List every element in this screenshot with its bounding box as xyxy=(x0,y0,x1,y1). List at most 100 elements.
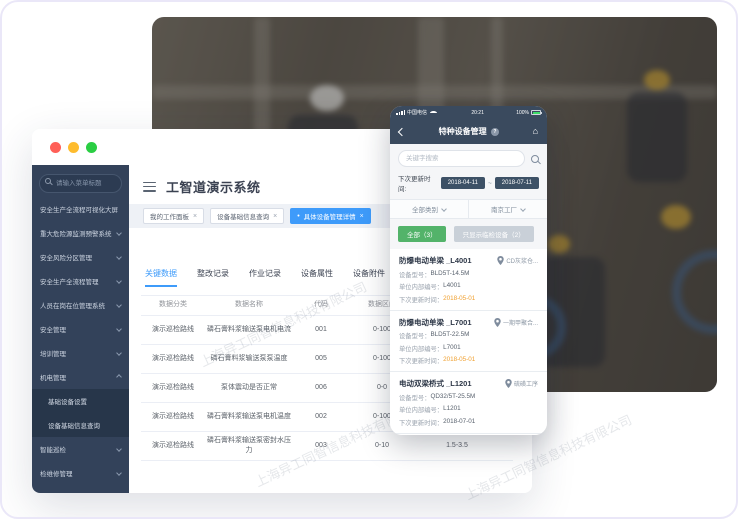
chevron-down-icon xyxy=(116,278,122,284)
cell-name: 磷石膏料浆输送泵电机温度 xyxy=(207,412,291,420)
category-select-value: 全部类别 xyxy=(412,207,438,214)
equipment-location: CD灰浆仓... xyxy=(497,256,538,265)
equipment-title: 电动双梁桥式 _L1201 xyxy=(399,379,472,388)
close-icon[interactable]: × xyxy=(359,212,364,220)
sidebar-child-label: 设备基础信息查询 xyxy=(48,423,100,430)
factory-select[interactable]: 南京工厂 xyxy=(468,200,547,218)
phone-page-title: 特种设备管理 ? xyxy=(405,126,533,137)
location-pin-icon xyxy=(497,256,505,265)
cell-category: 演示巡检路线 xyxy=(152,325,194,333)
tab-device-props[interactable]: 设备属性 xyxy=(301,269,333,278)
cell-code: 003 xyxy=(315,441,327,449)
sidebar-item-label: 安全生产全流程可视化大屏 xyxy=(40,207,118,214)
window-zoom-button[interactable] xyxy=(86,141,97,153)
photo-valve-wheel xyxy=(671,249,717,334)
photo-pipe xyxy=(152,84,717,99)
code-value: L7001 xyxy=(443,343,461,351)
location-pin-icon xyxy=(505,379,512,388)
photo-worker xyxy=(626,92,687,182)
chevron-down-icon xyxy=(116,302,122,308)
close-icon[interactable]: × xyxy=(193,212,198,220)
col-header: 数据分类 xyxy=(159,301,187,309)
phone-title-text: 特种设备管理 xyxy=(438,127,487,136)
sidebar-item-safety-mgmt[interactable]: 安全管理 xyxy=(32,317,129,341)
cell-category: 演示巡检路线 xyxy=(152,354,194,362)
sidebar-search-input[interactable] xyxy=(39,174,122,193)
sidebar-item-label: 安全生产全流程管理 xyxy=(40,279,99,286)
equipment-location: 一期甲聚合... xyxy=(494,317,538,327)
photo-helmet-yellow xyxy=(643,69,670,90)
model-value: BLD5T-14.5M xyxy=(430,269,470,277)
photo-helmet-yellow xyxy=(547,234,570,253)
chevron-down-icon xyxy=(116,446,122,452)
sidebar-item-label: 培训管理 xyxy=(40,351,66,358)
sidebar-menu: 安全生产全流程可视化大屏 重大危险源监测预警系统 安全风险分区管理 安全生产全流… xyxy=(32,197,129,485)
wifi-icon xyxy=(430,110,438,115)
tab-work-records[interactable]: 作业记录 xyxy=(249,269,281,278)
sidebar-item-label: 人员在岗在位管理系统 xyxy=(40,303,105,310)
date-from-button[interactable]: 2018-04-11 xyxy=(440,177,485,189)
sidebar-item-base-device-setting[interactable]: 基础设备设置 xyxy=(32,389,129,413)
search-icon[interactable] xyxy=(531,154,539,163)
active-dot-icon: • xyxy=(297,212,300,220)
cell-range: 0-100 xyxy=(373,354,391,362)
chevron-down-icon xyxy=(520,206,526,212)
chevron-down-icon xyxy=(116,230,122,236)
phone-mockup: 中国电信 20:21 100% 特种设备管理 ? ⌂ 下次更新时间: 2018-… xyxy=(390,106,547,435)
chevron-down-icon xyxy=(116,350,122,356)
sidebar-item-risk-zone[interactable]: 安全风险分区管理 xyxy=(32,245,129,269)
cell-name: 磷石膏料浆输送泵密封水压力 xyxy=(207,436,291,454)
home-icon[interactable]: ⌂ xyxy=(532,126,538,136)
sidebar-item-safety-process[interactable]: 安全生产全流程管理 xyxy=(32,269,129,293)
cell-range: 0-0 xyxy=(376,383,388,391)
code-label: 单位内部编号： xyxy=(399,345,444,353)
help-badge-icon[interactable]: ? xyxy=(490,128,499,136)
equipment-list: 防爆电动单梁 _L4001 CD灰浆仓... 设备型号： BLD5T-14.5M … xyxy=(390,249,547,435)
date-to-button[interactable]: 2018-07-11 xyxy=(494,177,539,189)
sidebar-item-label: 机电管理 xyxy=(40,375,66,382)
category-select[interactable]: 全部类别 xyxy=(390,200,468,218)
sidebar-item-smart-patrol[interactable]: 智能巡检 xyxy=(32,437,129,461)
window-minimize-button[interactable] xyxy=(68,141,79,153)
window-close-button[interactable] xyxy=(50,141,61,153)
equipment-card[interactable]: 防爆电动单梁 _L4001 CD灰浆仓... 设备型号： BLD5T-14.5M … xyxy=(390,249,547,311)
phone-search-input[interactable] xyxy=(398,150,525,167)
model-label: 设备型号： xyxy=(399,333,431,340)
table-row[interactable]: 演示巡检路线 磷石膏料浆输送泵密封水压力 003 0-10 1.5-3.5 xyxy=(141,432,513,461)
location-pin-icon xyxy=(494,317,501,327)
sidebar-item-personnel[interactable]: 人员在岗在位管理系统 xyxy=(32,293,129,317)
sidebar-item-maintenance[interactable]: 检维修管理 xyxy=(32,461,129,485)
tab-rectify-records[interactable]: 整改记录 xyxy=(197,269,229,278)
sidebar-item-training[interactable]: 培训管理 xyxy=(32,341,129,365)
phone-status-bar: 中国电信 20:21 100% xyxy=(390,106,547,119)
sidebar-item-hazard-monitor[interactable]: 重大危险源监测预警系统 xyxy=(32,221,129,245)
tab-device-attachments[interactable]: 设备附件 xyxy=(353,269,385,278)
filter-all-button[interactable]: 全部（3） xyxy=(398,226,446,242)
sidebar-item-electromech[interactable]: 机电管理 xyxy=(32,365,129,389)
page-title: 工智道演示系统 xyxy=(166,180,261,195)
tag-device-detail[interactable]: • 具体设备管理详情 × xyxy=(290,208,371,224)
equipment-card[interactable]: 防爆电动单梁 _L7001 一期甲聚合... 设备型号： BLD5T-22.5M … xyxy=(390,311,547,372)
phone-date-filter: 下次更新时间: 2018-04-11 ~ 2018-07-11 xyxy=(390,171,547,199)
menu-icon[interactable] xyxy=(143,181,156,192)
filter-inspect-button[interactable]: 只显示临检设备（2） xyxy=(453,226,534,242)
tag-device-info-query[interactable]: 设备基础信息查询 × xyxy=(210,208,285,224)
equipment-card[interactable]: 电动双梁桥式 _L1201 硫磺工序 设备型号： QD32/5T-25.5M 单位… xyxy=(390,372,547,434)
cell-category: 演示巡检路线 xyxy=(152,441,194,449)
date-label: 下次更新时间： xyxy=(399,296,444,304)
sidebar-search xyxy=(39,172,122,193)
sidebar-item-device-info-query[interactable]: 设备基础信息查询 xyxy=(32,413,129,437)
key-data-table: 数据分类 数据名称 代码 数据区间 数据控制区间 演示巡检路线 磷石膏料浆输送泵… xyxy=(141,295,513,461)
phone-search-row xyxy=(390,144,547,171)
close-icon[interactable]: × xyxy=(273,212,278,220)
date-range-separator: ~ xyxy=(487,179,492,187)
tab-key-data[interactable]: 关键数据 xyxy=(145,268,177,287)
col-header: 代码 xyxy=(314,301,328,309)
cell-category: 演示巡检路线 xyxy=(152,412,194,420)
location-text: 一期甲聚合... xyxy=(502,320,538,327)
cell-code: 002 xyxy=(315,412,327,420)
tag-my-workbench[interactable]: 我的工作面板 × xyxy=(143,208,205,224)
model-value: QD32/5T-25.5M xyxy=(430,392,476,400)
sidebar-item-visual-screen[interactable]: 安全生产全流程可视化大屏 xyxy=(32,197,129,221)
